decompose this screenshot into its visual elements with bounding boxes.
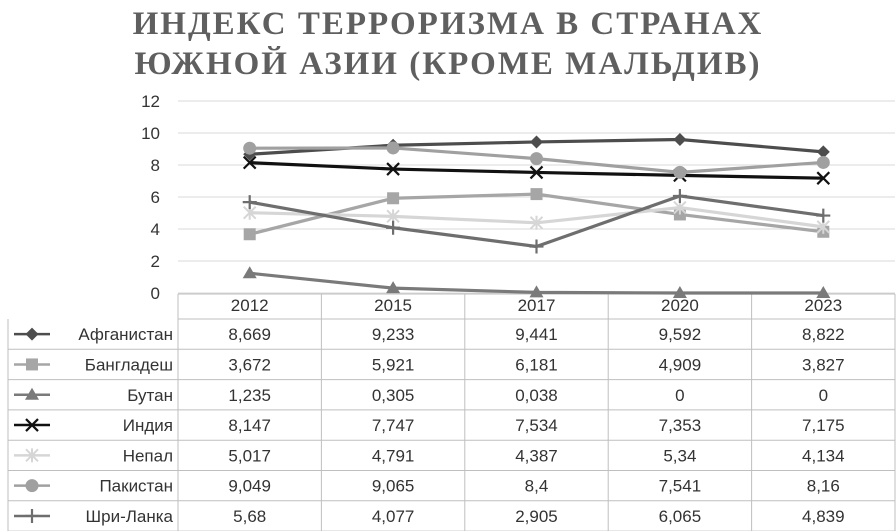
data-point (529, 239, 544, 254)
data-point (816, 171, 831, 185)
data-point (242, 266, 257, 279)
table-cell: 5,921 (372, 355, 415, 374)
x-tick-label: 2017 (518, 296, 556, 315)
table-cell: 8,147 (228, 416, 271, 435)
table-cell: 5,34 (663, 446, 696, 465)
data-point (816, 208, 831, 223)
y-tick-label: 10 (141, 124, 160, 143)
table-cell: 6,065 (659, 507, 702, 526)
table-cell: 4,077 (372, 507, 415, 526)
table-cell: 4,791 (372, 446, 415, 465)
y-tick-label: 8 (151, 156, 160, 175)
table-cell: 7,534 (515, 416, 558, 435)
data-point (530, 152, 543, 166)
table-cell: 8,4 (525, 477, 549, 496)
x-tick-label: 2015 (374, 296, 412, 315)
data-point (673, 165, 687, 179)
data-point (529, 165, 544, 180)
data-point (243, 228, 256, 241)
data-point (243, 141, 257, 155)
table-cell: 9,592 (659, 325, 702, 344)
table-cell: 8,16 (807, 477, 840, 496)
legend-label: Бангладеш (85, 355, 173, 374)
legend-key-marker (25, 387, 39, 400)
data-point (242, 155, 257, 170)
legend-label: Афганистан (78, 325, 173, 344)
table-cell: 6,181 (515, 355, 558, 374)
legend-key-marker (25, 327, 39, 341)
table-cell: 9,049 (228, 477, 271, 496)
data-point (386, 162, 400, 176)
table-cell: 0,038 (515, 386, 558, 405)
legend-label: Пакистан (99, 477, 173, 496)
table-cell: 9,233 (372, 325, 415, 344)
data-point (673, 133, 687, 147)
series-5: Пакистан 9,049 9,065 8,4 7,541 8,16 (14, 141, 840, 496)
legend-key-marker (25, 448, 39, 463)
legend-label: Индия (123, 416, 173, 435)
table-cell: 9,065 (372, 477, 415, 496)
table-cell: 3,672 (228, 355, 271, 374)
table-cell: 0 (819, 386, 828, 405)
data-point (387, 192, 400, 205)
y-tick-label: 0 (151, 284, 160, 303)
series-3: Индия 8,147 7,747 7,534 7,353 7,175 (14, 155, 845, 435)
data-point (530, 135, 543, 149)
data-point (672, 286, 687, 298)
table-cell: 4,387 (515, 446, 558, 465)
table-cell: 3,827 (802, 355, 845, 374)
table-cell: 0 (675, 386, 684, 405)
table-cell: 7,353 (659, 416, 702, 435)
data-point (242, 195, 257, 210)
legend-label: Шри-Ланка (86, 507, 174, 526)
table-cell: 4,909 (659, 355, 702, 374)
table-cell: 4,134 (802, 446, 845, 465)
chart-title-line-1: ИНДЕКС ТЕРРОРИЗМА В СТРАНАХ (132, 6, 764, 42)
chart-title-line-2: ЮЖНОЙ АЗИИ (КРОМЕ МАЛЬДИВ) (134, 46, 762, 82)
table-cell: 8,822 (802, 325, 845, 344)
legend-label: Непал (123, 446, 173, 465)
series-2: Бутан 1,235 0,305 0,038 0 0 (14, 266, 831, 405)
table-cell: 9,441 (515, 325, 558, 344)
y-tick-label: 6 (151, 188, 160, 207)
legend-key-marker (26, 358, 38, 371)
series-0: Афганистан 8,669 9,233 9,441 9,592 8,822 (14, 133, 845, 344)
x-tick-label: 2012 (231, 296, 269, 315)
y-tick-label: 2 (151, 252, 160, 271)
data-point (816, 286, 831, 298)
x-tick-label: 2020 (661, 296, 699, 315)
table-cell: 7,747 (372, 416, 415, 435)
legend-key-marker (25, 479, 39, 493)
series-1: Бангладеш 3,672 5,921 6,181 4,909 3,827 (14, 188, 845, 374)
data-point (529, 215, 544, 230)
series-6: Шри-Ланка 5,68 4,077 2,905 6,065 4,839 (14, 188, 845, 526)
data-point (672, 188, 687, 203)
table-cell: 7,541 (659, 477, 702, 496)
y-tick-label: 12 (141, 92, 160, 111)
y-tick-label: 4 (151, 220, 160, 239)
data-point (386, 141, 400, 155)
series-4: Непал 5,017 4,791 4,387 5,34 4,134 (14, 200, 845, 465)
table-cell: 5,017 (228, 446, 271, 465)
table-cell: 8,669 (228, 325, 271, 344)
chart-title: ИНДЕКС ТЕРРОРИЗМА В СТРАНАХ ЮЖНОЙ АЗИИ (… (0, 4, 896, 84)
data-point (816, 145, 830, 159)
table-cell: 5,68 (233, 507, 266, 526)
table-cell: 1,235 (228, 386, 271, 405)
legend-key-marker (25, 418, 39, 432)
table-cell: 0,305 (372, 386, 415, 405)
data-point (386, 220, 401, 235)
data-point (529, 285, 544, 298)
legend-key-marker (25, 508, 39, 523)
legend-label: Бутан (127, 386, 173, 405)
data-point (386, 281, 401, 294)
x-tick-label: 2023 (804, 296, 842, 315)
data-point (816, 155, 830, 169)
table-cell: 4,839 (802, 507, 845, 526)
data-point (530, 188, 543, 201)
table-cell: 2,905 (515, 507, 558, 526)
table-cell: 7,175 (802, 416, 845, 435)
